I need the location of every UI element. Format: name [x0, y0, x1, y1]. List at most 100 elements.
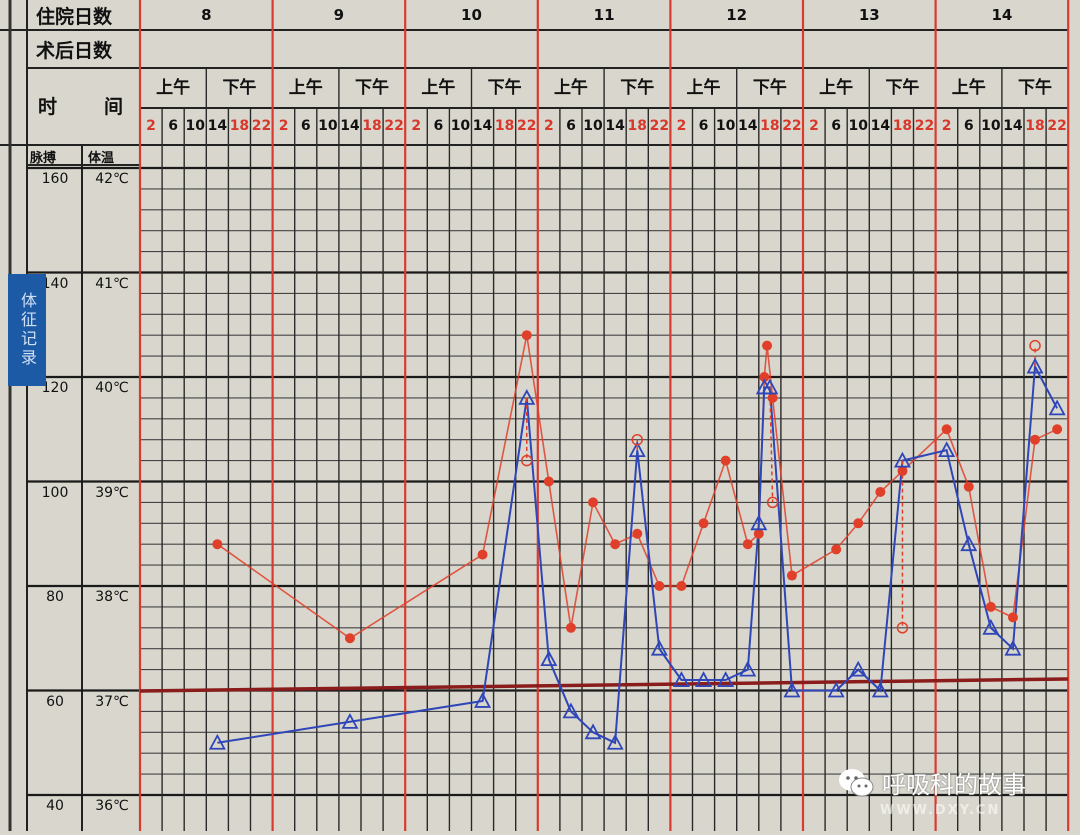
- hospital-days-label: 住院日数: [36, 6, 113, 28]
- pulse-point: [963, 481, 974, 492]
- hour-label: 10: [318, 118, 338, 134]
- temp-tick-label: 36℃: [95, 798, 129, 814]
- pulse-point: [759, 372, 770, 382]
- pulse-point: [543, 476, 554, 487]
- hour-label: 6: [963, 118, 974, 134]
- pulse-point: [521, 330, 532, 341]
- hour-label: 6: [433, 118, 444, 134]
- pulse-point: [762, 340, 773, 351]
- am-label: 上午: [553, 78, 588, 98]
- hour-label: 2: [809, 118, 819, 134]
- temp-tick-label: 42℃: [95, 171, 129, 187]
- hour-label: 18: [494, 118, 515, 134]
- temp-tick-label: 41℃: [95, 275, 129, 292]
- day-number: 14: [991, 6, 1013, 24]
- cooled-temperature-point: [521, 454, 533, 467]
- am-label: 上午: [951, 78, 986, 98]
- cooled-temperature-point: [631, 433, 643, 446]
- hour-label: 14: [1003, 118, 1023, 134]
- hour-label: 22: [251, 118, 272, 134]
- hour-label: 14: [340, 118, 360, 134]
- hour-label: 18: [362, 118, 382, 134]
- sidebar-tab-vital-signs[interactable]: 体征记录: [8, 274, 46, 386]
- pulse-point: [1052, 424, 1063, 435]
- hour-label: 22: [782, 118, 802, 134]
- hour-label: 10: [848, 118, 868, 134]
- pm-label: 下午: [487, 78, 522, 98]
- pulse-point: [212, 539, 223, 550]
- pulse-point: [477, 549, 488, 560]
- hour-label: 2: [146, 118, 156, 134]
- cooled-temperature-point: [896, 622, 909, 634]
- hour-label: 22: [384, 118, 404, 134]
- pulse-point: [897, 466, 908, 477]
- temperature-point: [1048, 399, 1066, 416]
- am-label: 上午: [421, 78, 456, 98]
- cooled-temperature-point: [766, 496, 779, 509]
- pulse-point: [1030, 434, 1041, 445]
- pulse-point: [720, 455, 731, 466]
- pulse-point: [786, 570, 797, 581]
- pulse-tick-label: 80: [46, 589, 64, 605]
- pulse-point: [941, 424, 952, 435]
- pm-label: 下午: [222, 78, 257, 98]
- temperature-point: [938, 441, 956, 458]
- hour-label: 22: [1047, 118, 1067, 134]
- baseline-37c: [139, 677, 1069, 693]
- temperature-point: [584, 723, 602, 740]
- temperature-point: [695, 671, 713, 687]
- pulse-point: [588, 497, 599, 508]
- time-label-2: 间: [104, 96, 124, 118]
- pulse-point: [985, 601, 996, 612]
- temperature-point: [761, 378, 779, 395]
- temperature-point: [518, 389, 536, 405]
- temperature-point: [1004, 639, 1022, 656]
- hour-label: 2: [676, 118, 687, 134]
- pulse-line: [216, 335, 1058, 640]
- pulse-point: [1007, 612, 1018, 623]
- temperature-point: [540, 650, 558, 667]
- pulse-point: [875, 486, 886, 497]
- pulse-tick-label: 140: [41, 275, 69, 292]
- cooling-dashed-link: [769, 387, 774, 503]
- temp-tick-label: 40℃: [95, 380, 129, 396]
- pm-label: 下午: [355, 78, 390, 98]
- temperature-line: [217, 362, 1058, 745]
- temperature-point: [606, 733, 624, 750]
- wechat-icon: [839, 768, 874, 796]
- pulse-point: [767, 392, 778, 403]
- hour-label: 14: [207, 118, 228, 134]
- hour-label: 18: [1025, 118, 1045, 134]
- hour-label: 14: [605, 118, 625, 134]
- temperature-point: [672, 671, 690, 687]
- temperature-point: [783, 681, 801, 698]
- hour-label: 14: [870, 118, 891, 134]
- temp-tick-label: 37℃: [95, 693, 129, 710]
- hour-label: 6: [168, 118, 179, 134]
- hour-label: 6: [566, 118, 576, 134]
- hour-label: 6: [300, 118, 311, 134]
- pm-label: 下午: [752, 78, 787, 98]
- hour-label: 2: [941, 118, 952, 134]
- hour-label: 10: [715, 118, 736, 134]
- am-label: 上午: [819, 78, 854, 98]
- hour-label: 6: [831, 118, 842, 134]
- pulse-point: [565, 622, 576, 633]
- pulse-point: [676, 581, 687, 591]
- hour-label: 18: [760, 118, 780, 134]
- day-number: 10: [461, 6, 482, 24]
- am-label: 上午: [288, 78, 323, 98]
- hour-label: 14: [472, 118, 493, 134]
- temperature-point: [871, 681, 889, 698]
- hour-label: 14: [737, 118, 758, 134]
- day-number: 9: [333, 6, 345, 24]
- temperature-point: [562, 702, 580, 719]
- temperature-point: [208, 733, 226, 750]
- temperature-point: [849, 660, 867, 677]
- cooled-temperature-point: [1029, 339, 1041, 352]
- temp-tick-label: 38℃: [95, 589, 129, 605]
- day-number: 11: [593, 6, 615, 24]
- hour-label: 2: [411, 118, 422, 134]
- day-number: 12: [726, 6, 748, 24]
